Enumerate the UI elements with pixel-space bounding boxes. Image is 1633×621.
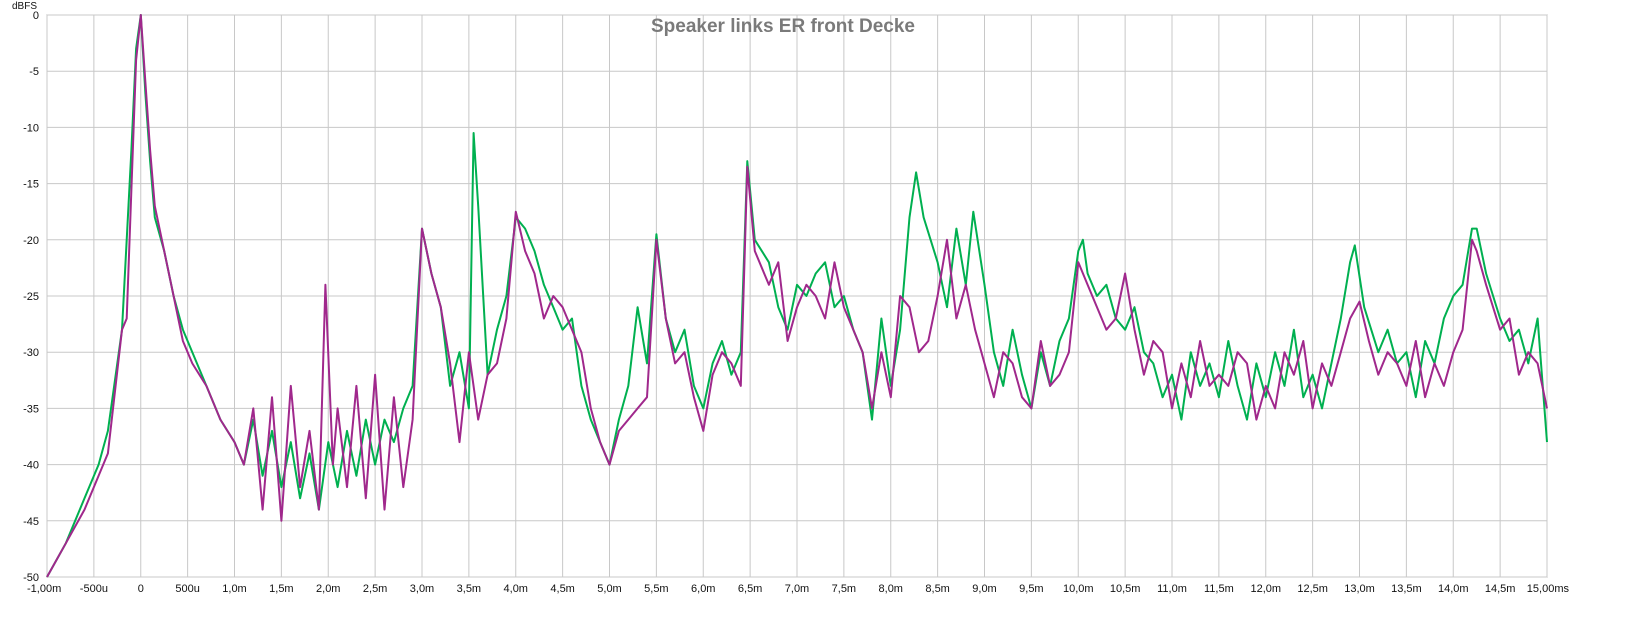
x-tick-label: 1,5m — [269, 583, 293, 595]
y-tick-label: -10 — [23, 122, 39, 134]
x-tick-label: 3,0m — [410, 583, 434, 595]
x-tick-label: 13,0m — [1344, 583, 1375, 595]
series-lines — [46, 14, 1548, 578]
x-tick-label: 3,5m — [457, 583, 481, 595]
x-tick-label: 11,0m — [1157, 583, 1187, 595]
x-tick-label: 500u — [175, 583, 199, 595]
x-tick-label: 4,0m — [504, 583, 528, 595]
x-tick-label: 8,5m — [925, 583, 949, 595]
y-tick-label: -45 — [23, 516, 39, 528]
x-tick-label: 7,0m — [785, 583, 809, 595]
chart-title: Speaker links ER front Decke — [651, 16, 915, 37]
x-tick-label: 9,0m — [972, 583, 996, 595]
x-tick-label: -1,00m — [27, 583, 61, 595]
x-axis-ticks: -1,00m -500u 0 500u 1,0m 1,5m 2,0m 2,5m 3,0m 3,5m… — [27, 583, 1569, 595]
y-tick-label: -5 — [29, 66, 39, 78]
y-tick-label: -15 — [23, 179, 39, 191]
y-axis-ticks: 0 -5 -10 -15 -20 -25 -30 -35 -40 -45 -50 — [23, 10, 39, 584]
x-tick-label: 14,0m — [1438, 583, 1469, 595]
y-tick-label: -30 — [23, 347, 39, 359]
y-tick-label: -50 — [23, 572, 39, 584]
x-tick-label: 1,0m — [222, 583, 246, 595]
x-tick-label: 5,0m — [597, 583, 621, 595]
x-tick-label: 6,0m — [691, 583, 715, 595]
y-tick-label: -35 — [23, 403, 39, 415]
x-tick-label: 11,5m — [1204, 583, 1234, 595]
x-tick-label: 9,5m — [1019, 583, 1043, 595]
x-tick-label: 12,0m — [1250, 583, 1281, 595]
x-tick-label: 10,5m — [1110, 583, 1141, 595]
y-tick-label: -40 — [23, 460, 39, 472]
x-tick-label: 14,5m — [1485, 583, 1516, 595]
x-tick-label: 2,0m — [316, 583, 340, 595]
y-tick-label: -20 — [23, 235, 39, 247]
x-tick-label: 13,5m — [1391, 583, 1422, 595]
series-line-magenta — [46, 14, 1548, 578]
x-tick-label: 2,5m — [363, 583, 387, 595]
x-tick-label: 4,5m — [550, 583, 574, 595]
y-axis-label: dBFS — [12, 1, 37, 12]
x-tick-label: 7,5m — [832, 583, 856, 595]
x-tick-label: 15,00ms — [1527, 583, 1570, 595]
x-tick-label: 0 — [138, 583, 144, 595]
x-tick-label: 12,5m — [1297, 583, 1328, 595]
y-tick-label: -25 — [23, 291, 39, 303]
x-tick-label: 5,5m — [644, 583, 668, 595]
x-tick-label: 10,0m — [1063, 583, 1094, 595]
y-tick-label: 0 — [33, 10, 39, 22]
x-tick-label: -500u — [80, 583, 108, 595]
x-tick-label: 6,5m — [738, 583, 762, 595]
x-tick-label: 8,0m — [879, 583, 903, 595]
